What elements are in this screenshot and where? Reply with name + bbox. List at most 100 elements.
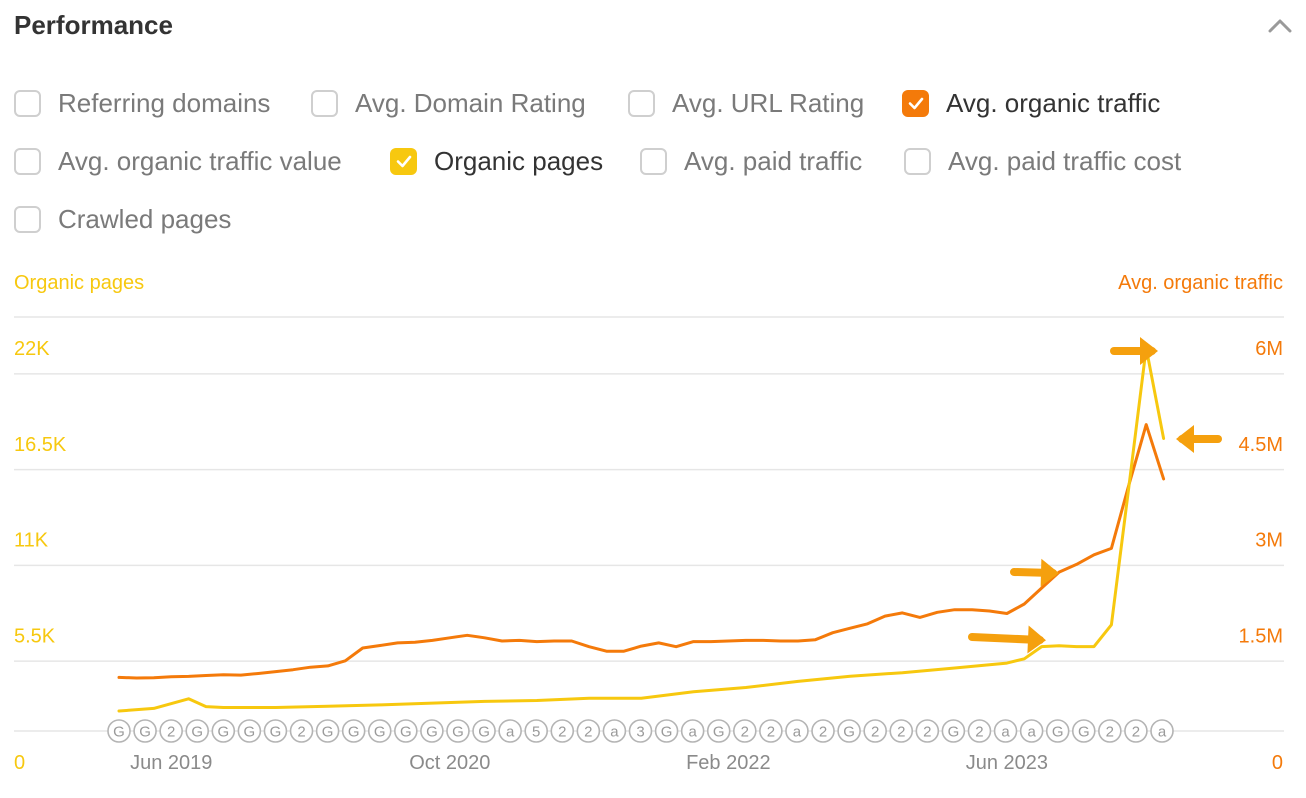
annotation-marker-circle — [289, 719, 314, 743]
annotation-marker-label: a — [1027, 724, 1036, 741]
annotation-marker-label: G — [452, 724, 464, 741]
option-organic-pages[interactable]: Organic pages — [390, 145, 603, 177]
arrow-head — [1027, 625, 1046, 654]
annotation-marker: a — [785, 719, 809, 743]
annotation-marker-circle — [498, 719, 522, 743]
annotation-marker-label: 2 — [975, 724, 983, 741]
annotation-marker-label: G — [1052, 724, 1064, 741]
annotation-marker: a — [680, 719, 705, 743]
annotation-marker: 2 — [1098, 719, 1122, 743]
annotation-marker-label: a — [506, 724, 515, 741]
checkbox[interactable] — [14, 205, 41, 233]
annotation-marker-circle — [341, 719, 366, 743]
annotation-marker-label: G — [139, 724, 151, 741]
checkbox[interactable] — [640, 147, 667, 175]
chevron-up-icon[interactable] — [1266, 12, 1294, 40]
annotation-marker-circle — [811, 719, 835, 743]
annotation-marker-circle — [915, 719, 940, 743]
annotation-marker: G — [315, 719, 340, 743]
annotation-marker: G — [107, 719, 131, 743]
annotation-marker: G — [941, 719, 966, 743]
annotation-marker-circle — [1124, 719, 1148, 743]
annotation-marker: 3 — [628, 719, 653, 743]
option-label: Organic pages — [434, 145, 604, 176]
annotation-marker-label: G — [322, 724, 334, 741]
annotation-marker: 5 — [524, 719, 549, 743]
option-referring-domains[interactable]: Referring domains — [14, 87, 270, 119]
annotation-marker-label: 2 — [767, 724, 775, 741]
annotation-marker-circle — [211, 719, 236, 743]
annotation-marker: 2 — [811, 719, 835, 743]
checkmark-icon — [396, 155, 411, 168]
checkbox[interactable] — [311, 89, 338, 117]
checkbox-checked[interactable] — [390, 147, 417, 175]
annotation-marker: G — [367, 719, 392, 743]
checkmark-icon — [908, 97, 923, 110]
annotation-marker-label: G — [661, 724, 673, 741]
arrow-to-pages-rise — [968, 625, 1046, 654]
arrow-head — [1176, 425, 1194, 453]
annotation-marker: G — [211, 719, 236, 743]
left-tick-label: 11K — [14, 530, 49, 552]
checkbox[interactable] — [14, 89, 41, 117]
option-avg-paid-traffic[interactable]: Avg. paid traffic — [640, 145, 862, 177]
option-crawled-pages[interactable]: Crawled pages — [14, 203, 231, 235]
checkbox[interactable] — [14, 147, 41, 175]
annotation-marker-circle — [367, 719, 392, 743]
annotation-marker-circle — [446, 719, 470, 743]
annotation-marker-circle — [237, 719, 262, 743]
right-axis-title: Avg. organic traffic — [1118, 272, 1283, 294]
annotation-marker-circle — [1071, 719, 1096, 743]
x-tick-label: Oct 2020 — [409, 752, 490, 774]
annotation-marker-label: 2 — [584, 724, 592, 741]
annotation-marker-circle — [576, 719, 601, 743]
annotation-marker-label: G — [270, 724, 282, 741]
annotation-marker: G — [446, 719, 470, 743]
annotation-marker-label: 2 — [819, 724, 827, 741]
option-avg-paid-traffic-cost[interactable]: Avg. paid traffic cost — [904, 145, 1181, 177]
x-tick-label: Feb 2022 — [686, 752, 771, 774]
option-avg-url-rating[interactable]: Avg. URL Rating — [628, 87, 864, 119]
performance-chart: 0 0 5.5K 1.5M 11K 3M 16.5K 4.5M 22K 6M Jun 2019 Oct… — [14, 316, 1284, 774]
annotation-marker-circle — [967, 719, 992, 743]
annotation-marker-label: G — [217, 724, 229, 741]
option-label: Crawled pages — [58, 203, 232, 234]
annotation-marker-label: G — [1078, 724, 1090, 741]
annotation-marker-label: 2 — [1132, 724, 1140, 741]
annotation-marker-label: a — [1001, 724, 1010, 741]
option-label: Avg. paid traffic cost — [948, 145, 1182, 176]
annotation-marker-circle — [185, 719, 210, 743]
annotation-marker: G — [1071, 719, 1096, 743]
annotation-marker-circle — [1045, 719, 1070, 743]
checkbox[interactable] — [628, 89, 655, 117]
annotation-marker-circle — [1019, 719, 1044, 743]
option-avg-domain-rating[interactable]: Avg. Domain Rating — [311, 87, 586, 119]
annotation-marker-label: 2 — [558, 724, 566, 741]
annotation-marker: G — [394, 719, 418, 743]
right-tick-label: 0 — [1272, 752, 1283, 774]
annotation-marker: a — [993, 719, 1018, 743]
arrow-head — [1140, 337, 1158, 365]
arrow-head — [1040, 558, 1059, 587]
annotation-marker-circle — [889, 719, 914, 743]
annotation-marker: 2 — [732, 719, 757, 743]
annotation-marker: 2 — [1124, 719, 1148, 743]
annotation-marker-label: G — [948, 724, 960, 741]
option-label: Avg. Domain Rating — [355, 87, 586, 118]
annotation-marker-label: 5 — [532, 724, 540, 741]
annotation-marker-circle — [941, 719, 966, 743]
annotation-marker-label: G — [426, 724, 438, 741]
annotation-marker: 2 — [550, 719, 575, 743]
option-avg-organic-traffic-value[interactable]: Avg. organic traffic value — [14, 145, 342, 177]
annotation-marker-label: 2 — [871, 724, 879, 741]
annotation-marker: G — [185, 719, 210, 743]
annotation-marker: G — [341, 719, 366, 743]
annotation-marker-label: G — [843, 724, 855, 741]
checkbox[interactable] — [904, 147, 931, 175]
option-label: Avg. paid traffic — [684, 145, 863, 176]
option-avg-organic-traffic[interactable]: Avg. organic traffic — [902, 87, 1160, 119]
performance-header: Performance — [14, 8, 1294, 42]
annotation-marker: a — [1150, 719, 1174, 743]
annotation-marker-circle — [472, 719, 496, 743]
checkbox-checked[interactable] — [902, 89, 929, 117]
